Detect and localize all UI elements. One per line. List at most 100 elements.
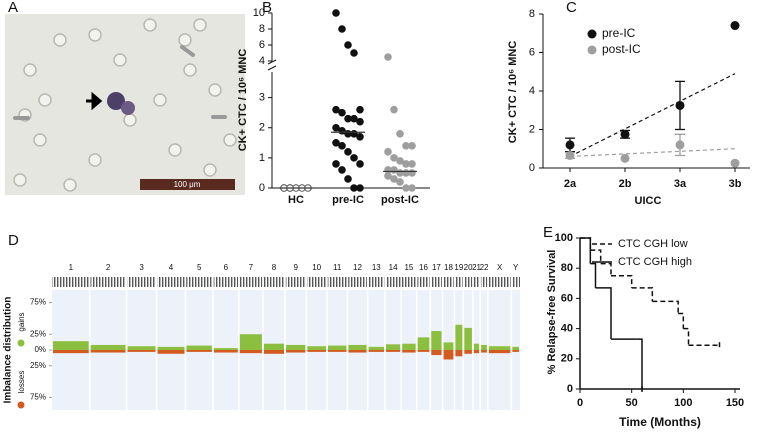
bar (286, 350, 306, 353)
data-point (565, 150, 575, 160)
bar (90, 344, 126, 350)
survival-step (590, 262, 597, 288)
cell (53, 33, 67, 47)
x-tick-label: 3b (729, 178, 742, 190)
bar (464, 350, 472, 354)
bar (263, 343, 285, 350)
cell (168, 143, 182, 157)
data-point (332, 9, 340, 17)
y-tick-label: 75% (30, 298, 46, 307)
cell (223, 133, 237, 147)
data-point (675, 100, 685, 110)
data-point (390, 175, 398, 183)
data-point (390, 154, 398, 162)
y-tick-label: 1 (259, 152, 265, 164)
bar (402, 343, 416, 350)
legend-marker (17, 401, 25, 409)
axis-break (267, 65, 277, 71)
survival-step (590, 249, 602, 264)
data-point (332, 139, 340, 147)
data-point (338, 142, 346, 150)
panel-letter: D (8, 232, 19, 249)
bar (348, 350, 367, 353)
bar (213, 348, 238, 350)
data-point (356, 160, 364, 168)
cell (113, 53, 127, 67)
cell (38, 93, 52, 107)
bar (127, 346, 156, 350)
y-tick-label: 3 (259, 92, 265, 104)
x-tick-label: 2b (619, 178, 632, 190)
y-axis-label: CK+ CTC / 10⁶ MNC (237, 49, 249, 152)
y-tick-label: 25% (30, 361, 46, 370)
y-tick-label: 8 (259, 23, 265, 35)
x-tick-label: HC (288, 194, 304, 206)
bar (368, 346, 385, 350)
bar (455, 350, 463, 357)
bar (473, 343, 480, 350)
bar (417, 337, 430, 350)
x-tick-label: pre-IC (332, 194, 364, 206)
y-axis-label: Imbalance distribution (3, 297, 14, 404)
data-point (408, 184, 416, 192)
chromosome-label: 3 (139, 263, 144, 272)
data-point (620, 129, 630, 139)
legend-marker (587, 45, 597, 55)
chromosome-label: 10 (312, 263, 321, 272)
data-point (332, 105, 340, 114)
legend-label: gains (17, 312, 26, 331)
bar (213, 350, 238, 353)
bar (348, 344, 367, 350)
y-tick-label: 40 (561, 323, 573, 335)
x-axis-label: Time (Months) (619, 415, 701, 429)
scale-bar-label: 100 μm (174, 180, 201, 189)
panel-letter: C (566, 0, 577, 16)
x-tick-label: 0 (577, 397, 583, 409)
data-point (408, 160, 416, 168)
bar (431, 331, 442, 350)
chromosome-label: 2 (106, 263, 111, 272)
survival-step (580, 237, 592, 251)
chromosome-label: Y (513, 263, 519, 272)
bar (368, 350, 385, 352)
bar (53, 341, 89, 350)
chromosome-label: 16 (419, 263, 428, 272)
bar (157, 350, 185, 354)
data-point (396, 178, 404, 186)
data-point (620, 153, 630, 163)
cell (63, 178, 77, 192)
y-tick-label: 80 (561, 262, 573, 274)
trend-line (569, 148, 736, 158)
data-point (356, 105, 364, 114)
bar (127, 350, 156, 352)
bar (239, 350, 262, 354)
data-point (730, 21, 740, 31)
ideogram (52, 277, 520, 287)
data-point (390, 105, 398, 114)
data-point (396, 129, 404, 138)
cell (88, 28, 102, 42)
y-tick-label: 20 (561, 353, 573, 365)
y-tick-label: 60 (561, 292, 573, 304)
survival-step (683, 327, 690, 346)
y-tick-label: 75% (30, 392, 46, 401)
bar (464, 327, 472, 350)
x-tick-label: 3a (674, 178, 687, 190)
chromosome-label: 22 (480, 263, 489, 272)
ctc-cell (121, 101, 135, 115)
chromosome-label: 19 (454, 263, 463, 272)
cell (153, 93, 167, 107)
chromosome-label: 7 (249, 263, 254, 272)
survival-step (580, 237, 592, 264)
data-point (408, 169, 416, 177)
bar (402, 350, 416, 353)
y-tick-label: 10 (253, 7, 265, 19)
chromosome-label: 6 (224, 263, 229, 272)
chromosome-label: 20 (464, 263, 473, 272)
cell (208, 83, 222, 97)
cell (178, 33, 192, 47)
survival-step (652, 300, 679, 314)
y-tick-label: 6 (529, 46, 535, 58)
bar (481, 350, 487, 353)
x-axis-label: UICC (635, 195, 662, 207)
